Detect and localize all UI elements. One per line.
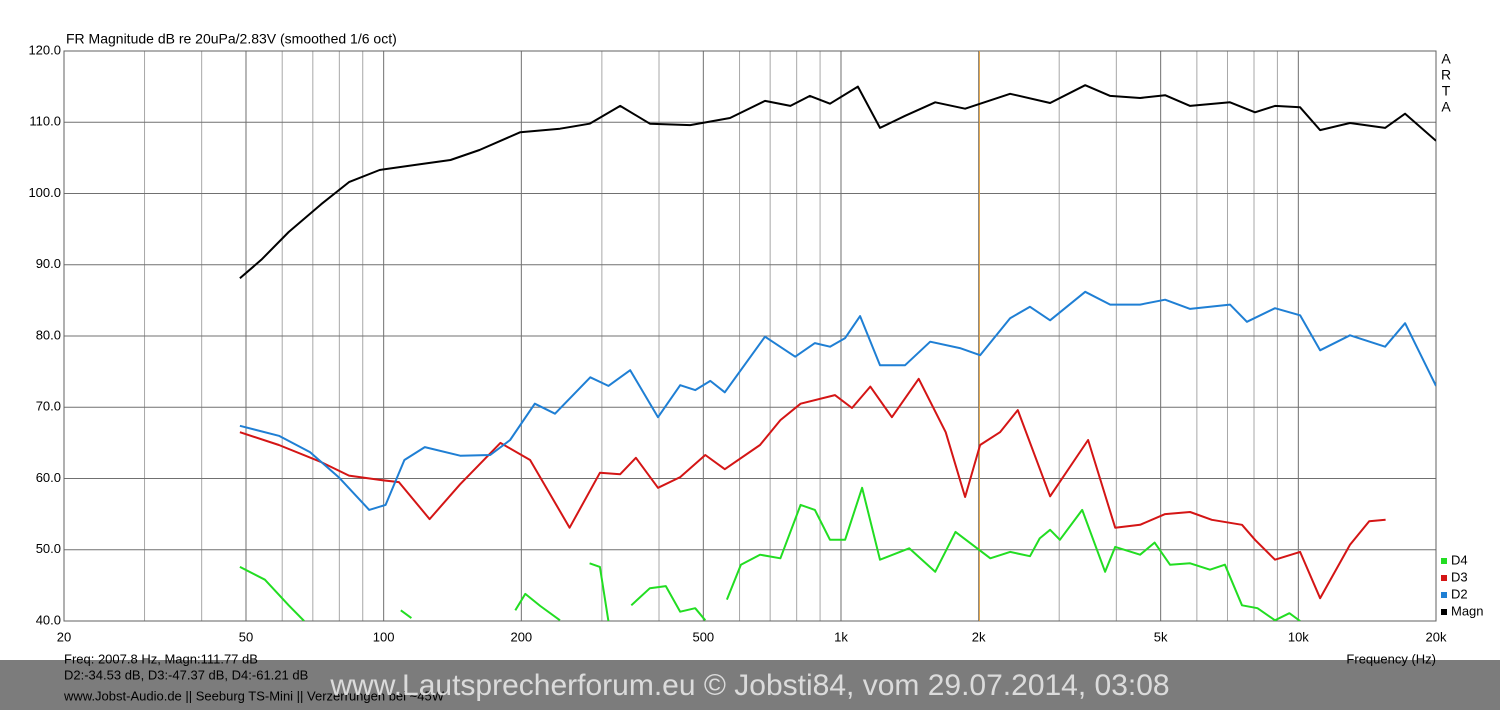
brand-letter: R — [1441, 67, 1451, 83]
readout-line: D2:-34.53 dB, D3:-47.37 dB, D4:-61.21 dB — [64, 667, 308, 682]
chart-title: FR Magnitude dB re 20uPa/2.83V (smoothed… — [66, 31, 397, 47]
x-tick-label: 5k — [1154, 629, 1168, 644]
series-line — [239, 486, 1301, 621]
x-tick-label: 50 — [239, 629, 253, 644]
watermark-band — [0, 660, 1500, 710]
legend-swatch — [1441, 558, 1447, 564]
y-tick-label: 70.0 — [36, 399, 61, 414]
y-tick-label: 120.0 — [28, 42, 61, 57]
y-tick-label: 90.0 — [36, 256, 61, 271]
watermark: www.Lautsprecherforum.eu © Jobsti84, vom… — [329, 669, 1169, 702]
x-tick-label: 20k — [1426, 629, 1447, 644]
legend-label: D3 — [1451, 569, 1468, 584]
legend-swatch — [1441, 575, 1447, 581]
legend-label: D4 — [1451, 552, 1468, 567]
series-line — [239, 290, 1436, 511]
legend-label: Magn — [1451, 603, 1484, 618]
x-tick-label: 100 — [373, 629, 395, 644]
x-tick-label: 200 — [510, 629, 532, 644]
x-tick-label: 500 — [692, 629, 714, 644]
brand-letter: A — [1441, 99, 1451, 115]
y-tick-label: 100.0 — [28, 185, 61, 200]
brand-letter: A — [1441, 51, 1451, 67]
brand-letter: T — [1442, 83, 1451, 99]
y-tick-label: 80.0 — [36, 327, 61, 342]
y-tick-label: 110.0 — [29, 114, 61, 129]
plot-frame — [63, 50, 1437, 622]
series-line — [239, 377, 1386, 600]
series-group — [239, 84, 1436, 621]
x-tick-label: 20 — [57, 629, 71, 644]
legend-label: D2 — [1451, 586, 1468, 601]
readout-line: Freq: 2007.8 Hz, Magn:111.77 dB — [64, 651, 258, 666]
y-tick-label: 60.0 — [36, 470, 61, 485]
legend-swatch — [1441, 592, 1447, 598]
x-tick-label: 1k — [834, 629, 848, 644]
series-line — [239, 84, 1436, 280]
y-tick-label: 40.0 — [36, 612, 61, 627]
legend-swatch — [1441, 609, 1447, 615]
x-axis-label: Frequency (Hz) — [1346, 651, 1436, 666]
x-tick-label: 2k — [972, 629, 986, 644]
y-tick-label: 50.0 — [36, 541, 61, 556]
readout-line: www.Jobst-Audio.de || Seeburg TS-Mini ||… — [63, 688, 445, 703]
x-tick-label: 10k — [1288, 629, 1309, 644]
